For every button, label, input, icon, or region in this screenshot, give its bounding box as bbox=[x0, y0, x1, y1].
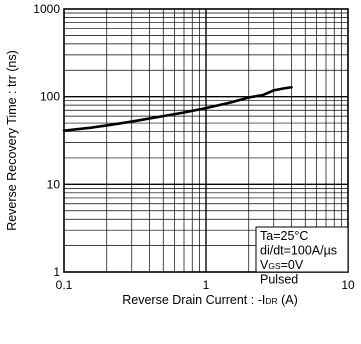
annotation-didt: di/dt=100A/µs bbox=[260, 244, 337, 258]
series-layer bbox=[62, 85, 293, 132]
y-tick-label: 1000 bbox=[33, 2, 60, 16]
plot-frame bbox=[63, 8, 349, 273]
x-tick-label: 0.1 bbox=[56, 278, 73, 292]
x-tick-label: 1 bbox=[203, 278, 210, 292]
annotation-temperature: Ta=25°C bbox=[260, 229, 308, 243]
y-tick-label: 100 bbox=[40, 90, 60, 104]
y-tick-label: 1 bbox=[53, 265, 60, 279]
series-line bbox=[62, 85, 293, 132]
y-tick-label: 10 bbox=[47, 177, 61, 191]
x-tick-label: 10 bbox=[341, 278, 355, 292]
x-axis-label: Reverse Drain Current : -IDR (A) bbox=[122, 293, 298, 307]
major-gridlines bbox=[64, 9, 348, 272]
annotation-box: Ta=25°C di/dt=100A/µs VGS=0V Pulsed bbox=[255, 226, 349, 287]
y-axis-label: Reverse Recovery Time : trr (ns) bbox=[5, 50, 19, 231]
annotation-pulsed: Pulsed bbox=[260, 273, 298, 287]
annotation-vgs: VGS=0V bbox=[260, 258, 304, 272]
